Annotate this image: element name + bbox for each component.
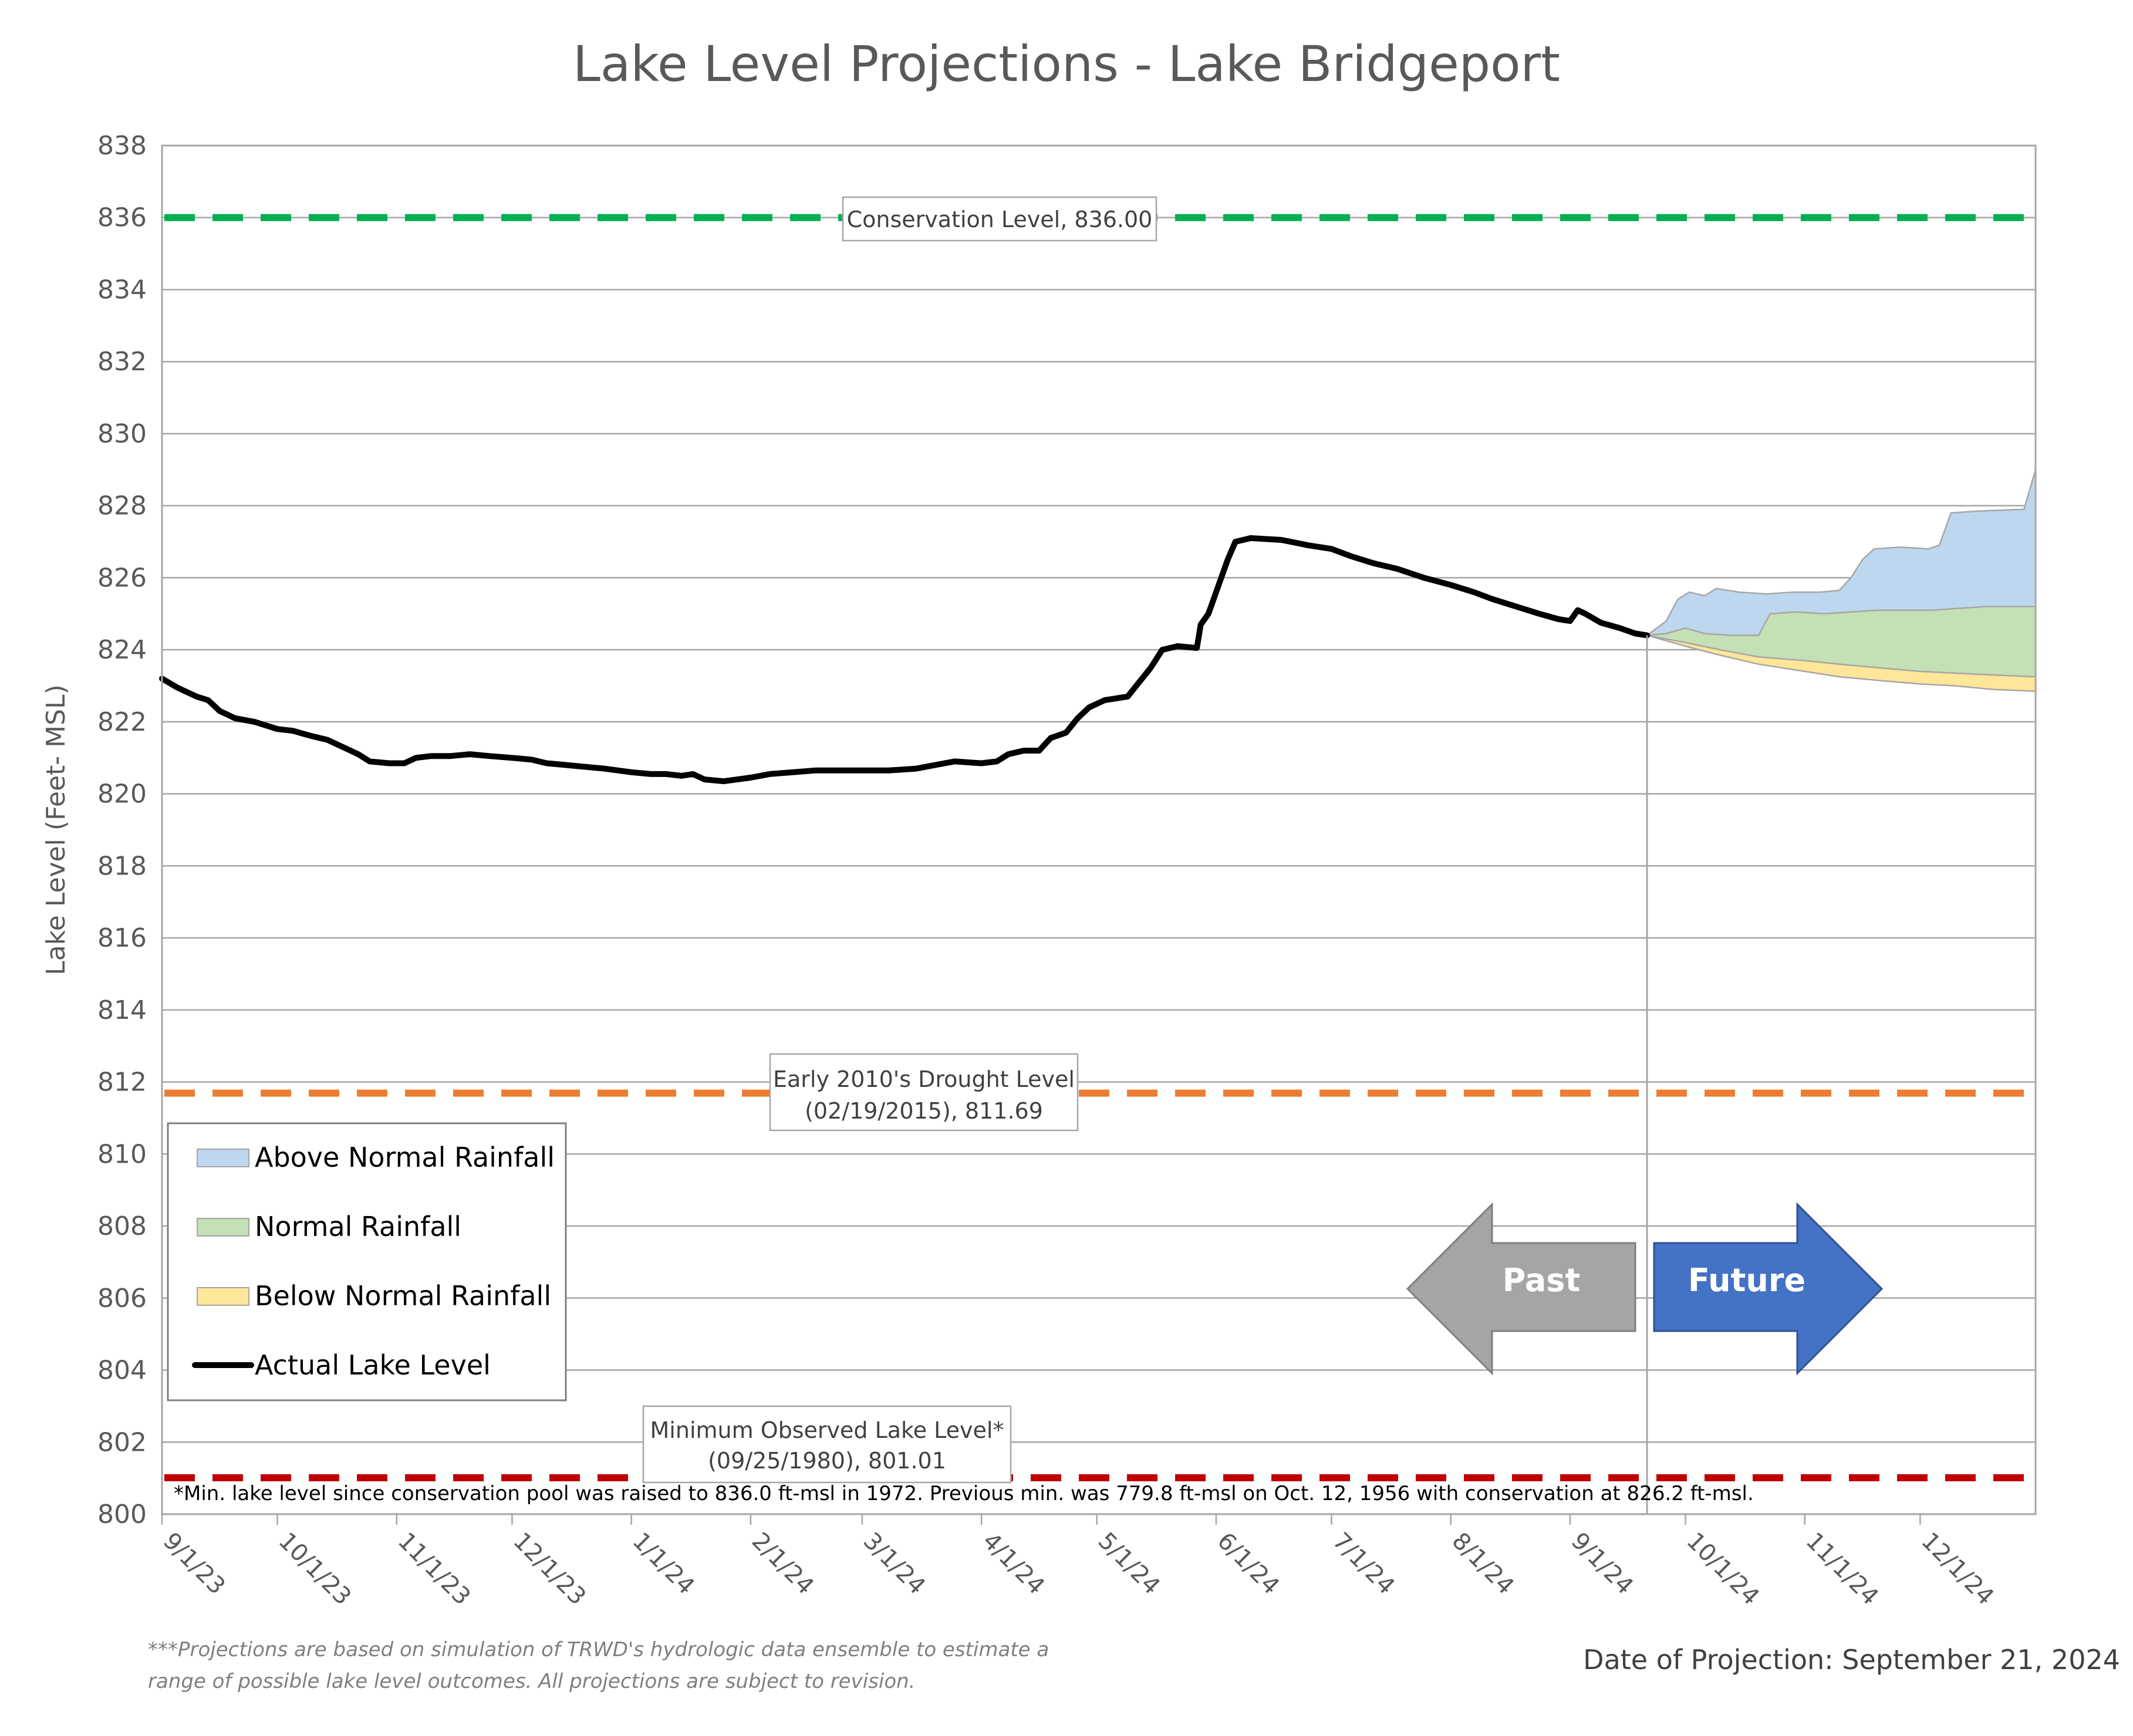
callout-conservation: Conservation Level, 836.00 xyxy=(842,196,1157,242)
y-tick-label: 810 xyxy=(97,1139,147,1169)
legend-item-normal: Normal Rainfall xyxy=(197,1211,461,1242)
y-tick-label: 824 xyxy=(97,635,147,665)
callout-conservation-text: Conservation Level, 836.00 xyxy=(847,207,1153,232)
plot-area-border xyxy=(161,144,2037,1515)
legend-label-below-normal: Below Normal Rainfall xyxy=(255,1280,551,1312)
legend-item-below-normal: Below Normal Rainfall xyxy=(197,1280,551,1312)
callout-drought-line2: (02/19/2015), 811.69 xyxy=(805,1098,1043,1124)
callout-minimum-box xyxy=(642,1405,1012,1484)
y-tick-label: 822 xyxy=(97,707,147,737)
callout-drought-line1: Early 2010's Drought Level xyxy=(773,1066,1075,1092)
actual-level-line-group xyxy=(159,535,1650,785)
y-tick-label: 828 xyxy=(97,491,147,521)
y-tick-label: 818 xyxy=(97,851,147,881)
legend-swatch-below-normal xyxy=(197,1287,249,1306)
legend-item-actual-level: Actual Lake Level xyxy=(192,1349,491,1381)
y-axis-ticks: 800 802 804 806 808 810 812 814 816 818 820 822 824 8… xyxy=(97,131,147,1529)
above-normal-area-edge xyxy=(1646,469,2037,636)
past-arrow: Past xyxy=(1406,1202,1636,1376)
y-tick-label: 808 xyxy=(97,1211,147,1241)
minimum-footnote: *Min. lake level since conservation pool… xyxy=(174,1482,1754,1505)
y-tick-label: 800 xyxy=(97,1499,147,1529)
projection-date-text: Date of Projection: September 21, 2024 xyxy=(1583,1644,2120,1676)
past-arrow-label: Past xyxy=(1503,1262,1581,1299)
y-tick-label: 806 xyxy=(97,1284,147,1313)
y-tick-label: 802 xyxy=(97,1427,147,1457)
actual-lake-level-line xyxy=(159,535,1650,785)
disclaimer-line-2: range of possible lake level outcomes. A… xyxy=(148,1670,916,1693)
normal-area-edge xyxy=(1646,606,2036,636)
legend-label-normal: Normal Rainfall xyxy=(255,1211,461,1242)
callout-minimum: Minimum Observed Lake Level* (09/25/1980… xyxy=(642,1405,1012,1484)
legend-label-actual-level: Actual Lake Level xyxy=(255,1349,491,1381)
below-normal-area xyxy=(1647,635,2036,691)
disclaimer-line-1: ***Projections are based on simulation o… xyxy=(148,1638,1049,1661)
y-tick-label: 834 xyxy=(97,275,147,305)
future-arrow-shape xyxy=(1653,1202,1884,1376)
y-tick-label: 804 xyxy=(97,1356,147,1386)
projection-minimum-edge xyxy=(1646,634,2036,692)
future-arrow: Future xyxy=(1653,1202,1884,1376)
legend-item-above-normal: Above Normal Rainfall xyxy=(197,1141,555,1173)
callout-conservation-box xyxy=(842,196,1157,242)
y-tick-label: 832 xyxy=(97,347,147,377)
above-normal-area xyxy=(1647,470,2036,636)
callout-drought-box xyxy=(769,1053,1079,1132)
y-tick-label: 816 xyxy=(97,923,147,953)
past-arrow-shape xyxy=(1406,1202,1636,1376)
callout-drought: Early 2010's Drought Level (02/19/2015),… xyxy=(769,1053,1079,1132)
y-tick-label: 814 xyxy=(97,995,147,1025)
legend: Above Normal Rainfall Normal Rainfall Be… xyxy=(167,1122,567,1401)
y-tick-label: 830 xyxy=(97,419,147,449)
y-axis-label: Lake Level (Feet- MSL) xyxy=(41,684,71,975)
y-tick-label: 812 xyxy=(97,1068,147,1097)
y-tick-label: 838 xyxy=(97,131,147,161)
legend-swatch-above-normal xyxy=(197,1149,249,1167)
below-normal-area-edge xyxy=(1646,634,2036,678)
y-tick-label: 820 xyxy=(97,779,147,809)
normal-area xyxy=(1647,606,2036,677)
future-arrow-label: Future xyxy=(1688,1262,1805,1299)
callout-minimum-line2: (09/25/1980), 801.01 xyxy=(708,1448,946,1474)
y-tick-label: 826 xyxy=(97,563,147,593)
projection-areas xyxy=(1646,469,2037,692)
chart-title: Lake Level Projections - Lake Bridgeport xyxy=(573,35,1560,93)
legend-swatch-normal xyxy=(197,1218,249,1237)
legend-box xyxy=(167,1122,567,1401)
y-tick-label: 836 xyxy=(97,203,147,233)
callout-minimum-line1: Minimum Observed Lake Level* xyxy=(650,1417,1004,1443)
legend-label-above-normal: Above Normal Rainfall xyxy=(255,1141,555,1173)
